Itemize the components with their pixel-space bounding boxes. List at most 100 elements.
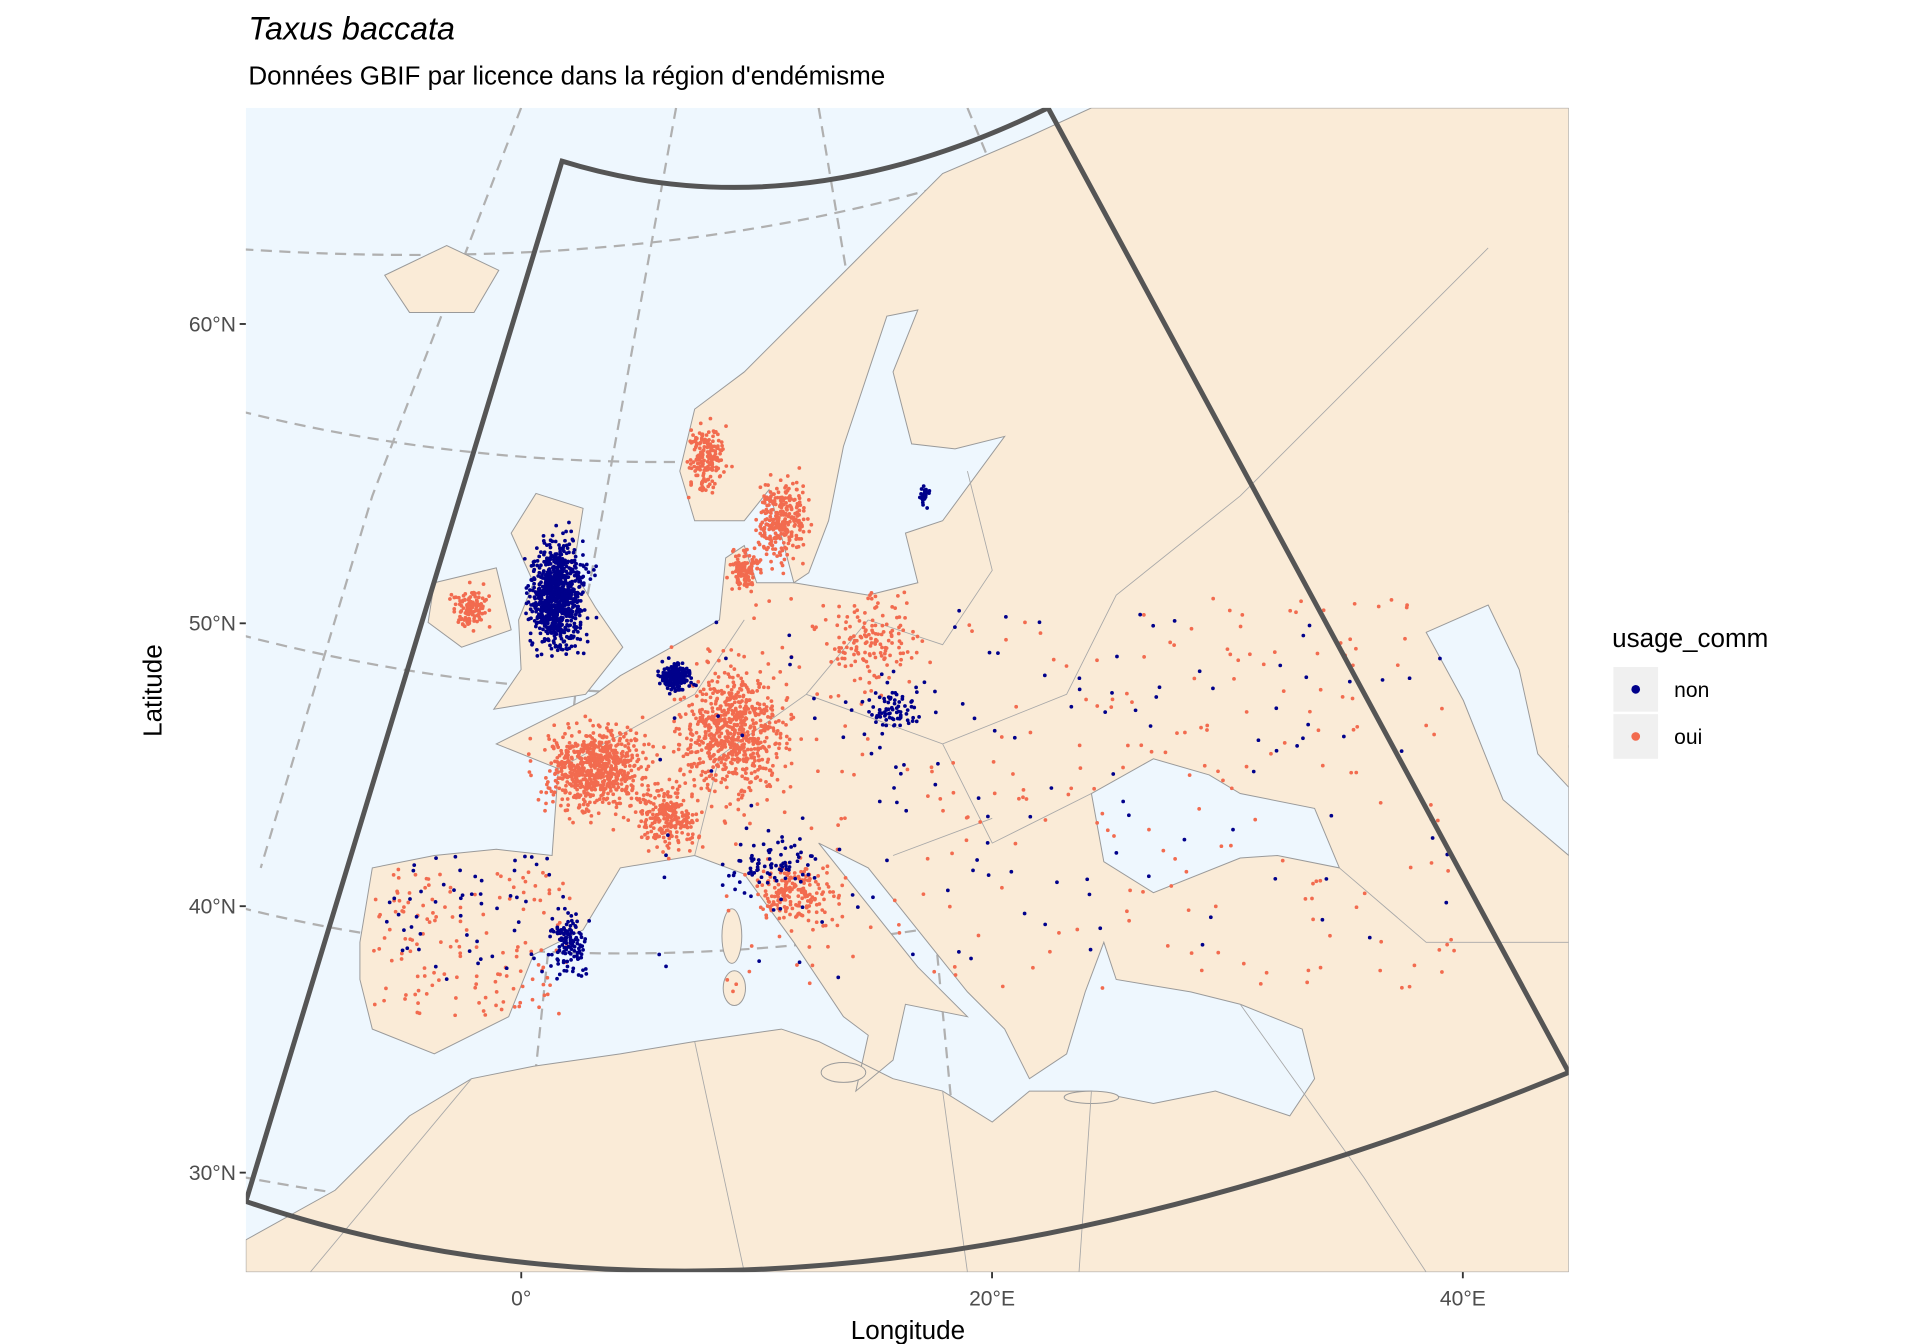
occurrence-dot [744,766,749,771]
occurrence-dot [744,826,749,831]
occurrence-dot [735,723,739,728]
occurrence-dot [970,629,974,633]
occurrence-dot [566,944,571,949]
occurrence-dot [759,526,764,531]
occurrence-dot [863,690,867,695]
occurrence-dot [895,800,899,805]
occurrence-dot [1280,858,1285,863]
occurrence-dot [558,561,563,566]
legend-label: non [1674,679,1709,702]
occurrence-dot [1087,892,1092,897]
occurrence-dot [645,792,650,796]
occurrence-dot [599,793,604,798]
occurrence-dot [487,594,491,598]
occurrence-dot [552,603,557,607]
occurrence-dot [744,771,748,776]
occurrence-dot [689,428,694,432]
occurrence-dot [549,646,554,651]
occurrence-dot [841,650,846,655]
occurrence-dot [734,568,739,573]
occurrence-dot [562,562,566,567]
occurrence-dot [783,545,787,550]
occurrence-dot [792,524,797,528]
occurrence-dot [529,616,533,621]
occurrence-dot [651,802,656,806]
occurrence-dot [700,716,705,720]
occurrence-dot [779,868,784,873]
occurrence-dot [758,746,763,750]
occurrence-dot [717,755,722,760]
occurrence-dot [883,712,888,717]
occurrence-dot [734,693,738,697]
occurrence-dot [783,846,788,851]
occurrence-dot [933,689,937,694]
occurrence-dot [1042,673,1047,678]
occurrence-dot [585,639,590,644]
occurrence-dot [960,702,965,706]
occurrence-dot [675,787,680,792]
occurrence-dot [399,957,404,961]
occurrence-dot [569,914,574,918]
occurrence-dot [1307,623,1312,628]
occurrence-dot [709,769,714,773]
occurrence-dot [614,767,619,771]
occurrence-dot [596,753,601,758]
occurrence-dot [783,882,788,887]
occurrence-dot [716,675,721,679]
occurrence-dot [879,672,884,677]
occurrence-dot [732,870,737,875]
occurrence-dot [478,957,483,962]
occurrence-dot [906,721,911,726]
occurrence-dot [773,535,778,540]
occurrence-dot [574,912,578,917]
occurrence-dot [1043,818,1048,822]
occurrence-dot [640,809,645,813]
occurrence-dot [666,846,671,850]
occurrence-dot [559,766,564,771]
occurrence-dot [710,709,715,714]
occurrence-dot [524,611,528,616]
occurrence-dot [483,995,488,1000]
occurrence-dot [556,776,561,780]
occurrence-dot [460,893,465,898]
occurrence-dot [759,510,764,515]
occurrence-dot [567,646,572,651]
occurrence-dot [724,424,728,428]
occurrence-dot [535,616,540,621]
occurrence-dot [578,779,583,784]
occurrence-dot [836,614,841,619]
occurrence-dot [611,748,615,753]
occurrence-dot [756,748,761,752]
occurrence-dot [685,736,689,741]
occurrence-dot [1014,704,1019,709]
land-island [721,908,743,964]
occurrence-dot [639,835,644,840]
occurrence-dot [888,653,892,658]
occurrence-dot [668,830,673,834]
occurrence-dot [535,563,540,568]
occurrence-dot [572,548,577,552]
occurrence-dot [1288,608,1293,613]
occurrence-dot [889,634,894,639]
occurrence-dot [755,884,760,888]
occurrence-dot [1139,743,1144,748]
occurrence-dot [1318,687,1323,692]
occurrence-dot [700,769,705,774]
occurrence-dot [743,749,747,754]
occurrence-dot [831,890,836,894]
occurrence-dot [767,536,771,541]
occurrence-dot [541,870,545,875]
occurrence-dot [561,881,565,886]
occurrence-dot [806,517,810,521]
occurrence-dot [553,636,557,641]
occurrence-dot [426,883,431,887]
occurrence-dot [1244,764,1249,769]
occurrence-dot [569,559,574,564]
occurrence-dot [573,579,578,583]
occurrence-dot [670,834,674,839]
occurrence-dot [581,797,586,802]
occurrence-dot [601,735,606,740]
occurrence-dot [707,733,712,737]
occurrence-dot [579,935,584,940]
occurrence-dot [748,788,753,793]
